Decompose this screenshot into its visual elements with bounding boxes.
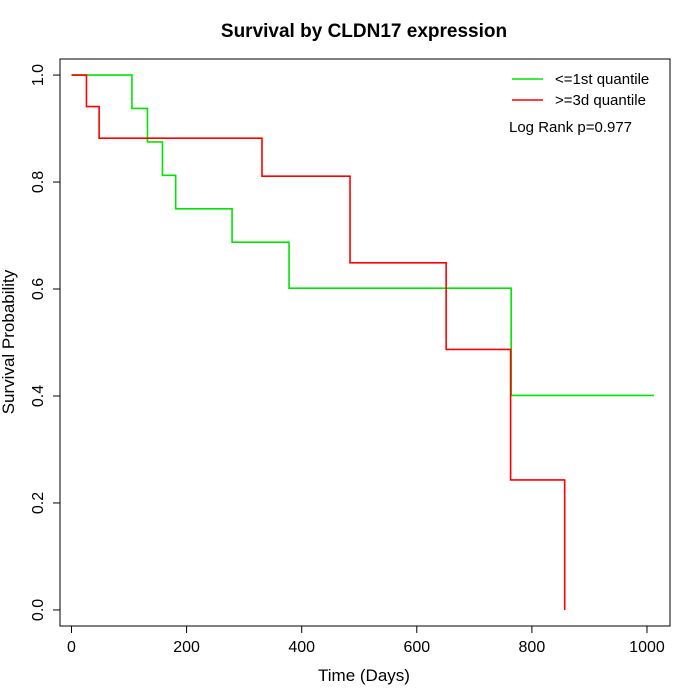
legend-label: >=3d quantile <box>555 92 646 109</box>
x-tick-label: 400 <box>288 639 315 656</box>
chart-title: Survival by CLDN17 expression <box>221 21 507 42</box>
x-tick-label: 800 <box>519 639 546 656</box>
y-tick-label: 0.8 <box>30 171 47 193</box>
series-layer <box>71 74 654 610</box>
x-tick-label: 200 <box>173 639 200 656</box>
plot-frame <box>59 58 671 627</box>
legend: <=1st quantile >=3d quantile <box>512 71 649 109</box>
x-axis-label: Time (Days) <box>318 666 410 685</box>
x-tick-label: 0 <box>67 639 76 656</box>
log-rank-annotation: Log Rank p=0.977 <box>509 119 632 136</box>
x-axis: 0 200 400 600 800 1000 <box>67 626 665 656</box>
y-tick-label: 0.6 <box>30 278 47 300</box>
y-tick-label: 0.4 <box>30 385 47 407</box>
y-axis: 0.0 0.2 0.4 0.6 0.8 1.0 <box>30 64 60 621</box>
x-tick-label: 1000 <box>629 639 665 656</box>
legend-label: <=1st quantile <box>555 71 649 88</box>
y-tick-label: 0.2 <box>30 492 47 514</box>
y-axis-label: Survival Probability <box>0 269 18 414</box>
survival-curve-1 <box>71 74 654 397</box>
y-tick-label: 0.0 <box>30 599 47 621</box>
y-tick-label: 1.0 <box>30 64 47 86</box>
x-tick-label: 600 <box>403 639 430 656</box>
survival-curve-2 <box>71 74 566 610</box>
